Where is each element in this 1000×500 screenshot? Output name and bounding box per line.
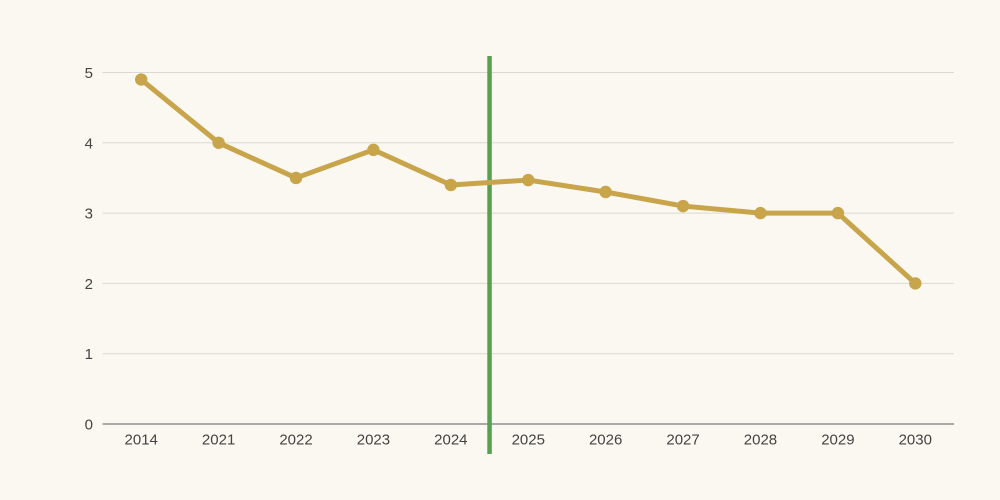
data-point-2026 — [599, 185, 612, 199]
y-tick-label: 0 — [85, 417, 93, 434]
x-tick-label: 2028 — [744, 432, 777, 449]
x-tick-label: 2024 — [434, 432, 467, 449]
y-tick-label: 2 — [85, 276, 93, 293]
y-tick-label: 1 — [85, 346, 93, 363]
x-tick-label: 2021 — [202, 432, 235, 449]
data-point-2029 — [831, 206, 845, 220]
data-point-2022 — [289, 171, 303, 185]
x-tick-label: 2027 — [666, 432, 699, 449]
y-tick-label: 5 — [85, 65, 93, 82]
x-tick-label: 2026 — [589, 432, 622, 449]
x-tick-label: 2030 — [899, 432, 932, 449]
y-tick-label: 3 — [85, 206, 93, 223]
y-tick-label: 4 — [85, 135, 93, 152]
data-point-2023 — [367, 143, 380, 157]
data-point-2024 — [444, 178, 458, 192]
data-point-2021 — [212, 136, 225, 149]
data-point-2030 — [909, 277, 922, 290]
data-point-2027 — [676, 199, 690, 213]
x-tick-label: 2022 — [279, 432, 312, 449]
x-tick-label: 2014 — [125, 432, 158, 449]
x-tick-label: 2029 — [821, 432, 854, 449]
data-point-2028 — [754, 206, 767, 220]
data-point-2025 — [522, 173, 535, 187]
x-tick-label: 2023 — [357, 432, 390, 449]
data-point-2014 — [135, 73, 148, 86]
x-tick-label: 2025 — [512, 432, 545, 449]
